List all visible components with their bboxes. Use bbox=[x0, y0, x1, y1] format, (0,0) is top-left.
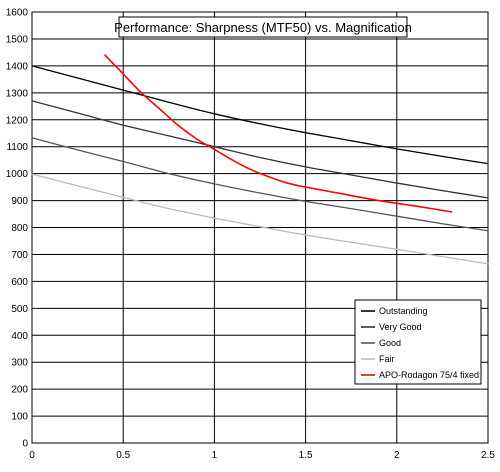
y-tick-label-11: 1100 bbox=[6, 142, 28, 153]
y-tick-label-0: 0 bbox=[22, 439, 28, 450]
x-tick-label-2: 1 bbox=[212, 450, 218, 461]
y-tick-label-4: 400 bbox=[11, 331, 28, 342]
legend-label-apo-rodagon-75-4-fixed: APO-Rodagon 75/4 fixed bbox=[379, 370, 479, 380]
chart-title: Performance: Sharpness (MTF50) vs. Magni… bbox=[114, 20, 412, 35]
x-tick-label-1: 0.5 bbox=[116, 450, 130, 461]
y-tick-label-10: 1000 bbox=[6, 169, 29, 180]
y-tick-label-16: 1600 bbox=[6, 8, 29, 19]
y-tick-label-2: 200 bbox=[11, 385, 28, 396]
legend-label-very-good: Very Good bbox=[379, 322, 422, 332]
chart-title-box bbox=[118, 16, 408, 38]
series-layer bbox=[31, 54, 489, 265]
y-tick-label-7: 700 bbox=[11, 250, 28, 261]
y-tick-label-9: 900 bbox=[11, 196, 28, 207]
y-tick-label-1: 100 bbox=[11, 412, 28, 423]
series-line-fair bbox=[31, 173, 489, 265]
y-tick-label-12: 1200 bbox=[6, 115, 29, 126]
legend-label-good: Good bbox=[379, 338, 401, 348]
plot-area-border bbox=[31, 11, 489, 444]
y-tick-label-6: 600 bbox=[11, 277, 28, 288]
y-tick-label-14: 1400 bbox=[6, 61, 29, 72]
legend-label-fair: Fair bbox=[379, 354, 395, 364]
series-line-very-good bbox=[31, 100, 489, 199]
y-tick-label-5: 500 bbox=[11, 304, 28, 315]
legend: Outstanding Very Good Good Fair APO-Rodagon … bbox=[354, 299, 482, 385]
series-line-outstanding bbox=[31, 65, 489, 165]
y-tick-label-8: 800 bbox=[11, 223, 28, 234]
y-tick-label-13: 1300 bbox=[6, 88, 29, 99]
x-tick-label-4: 2 bbox=[394, 450, 400, 461]
x-tick-label-0: 0 bbox=[29, 450, 35, 461]
title-layer: Performance: Sharpness (MTF50) vs. Magni… bbox=[114, 16, 412, 38]
y-tick-label-15: 1500 bbox=[6, 34, 29, 45]
x-tick-label-5: 2.5 bbox=[481, 450, 495, 461]
series-line-apo-rodagon-75-4-fixed bbox=[104, 54, 453, 213]
y-tick-label-3: 300 bbox=[11, 358, 28, 369]
axis-layer: 0100200300400500600700800900100011001200… bbox=[6, 8, 496, 462]
series-line-good bbox=[31, 137, 489, 232]
x-tick-label-3: 1.5 bbox=[299, 450, 313, 461]
legend-label-outstanding: Outstanding bbox=[379, 306, 428, 316]
legend-box bbox=[354, 299, 482, 385]
